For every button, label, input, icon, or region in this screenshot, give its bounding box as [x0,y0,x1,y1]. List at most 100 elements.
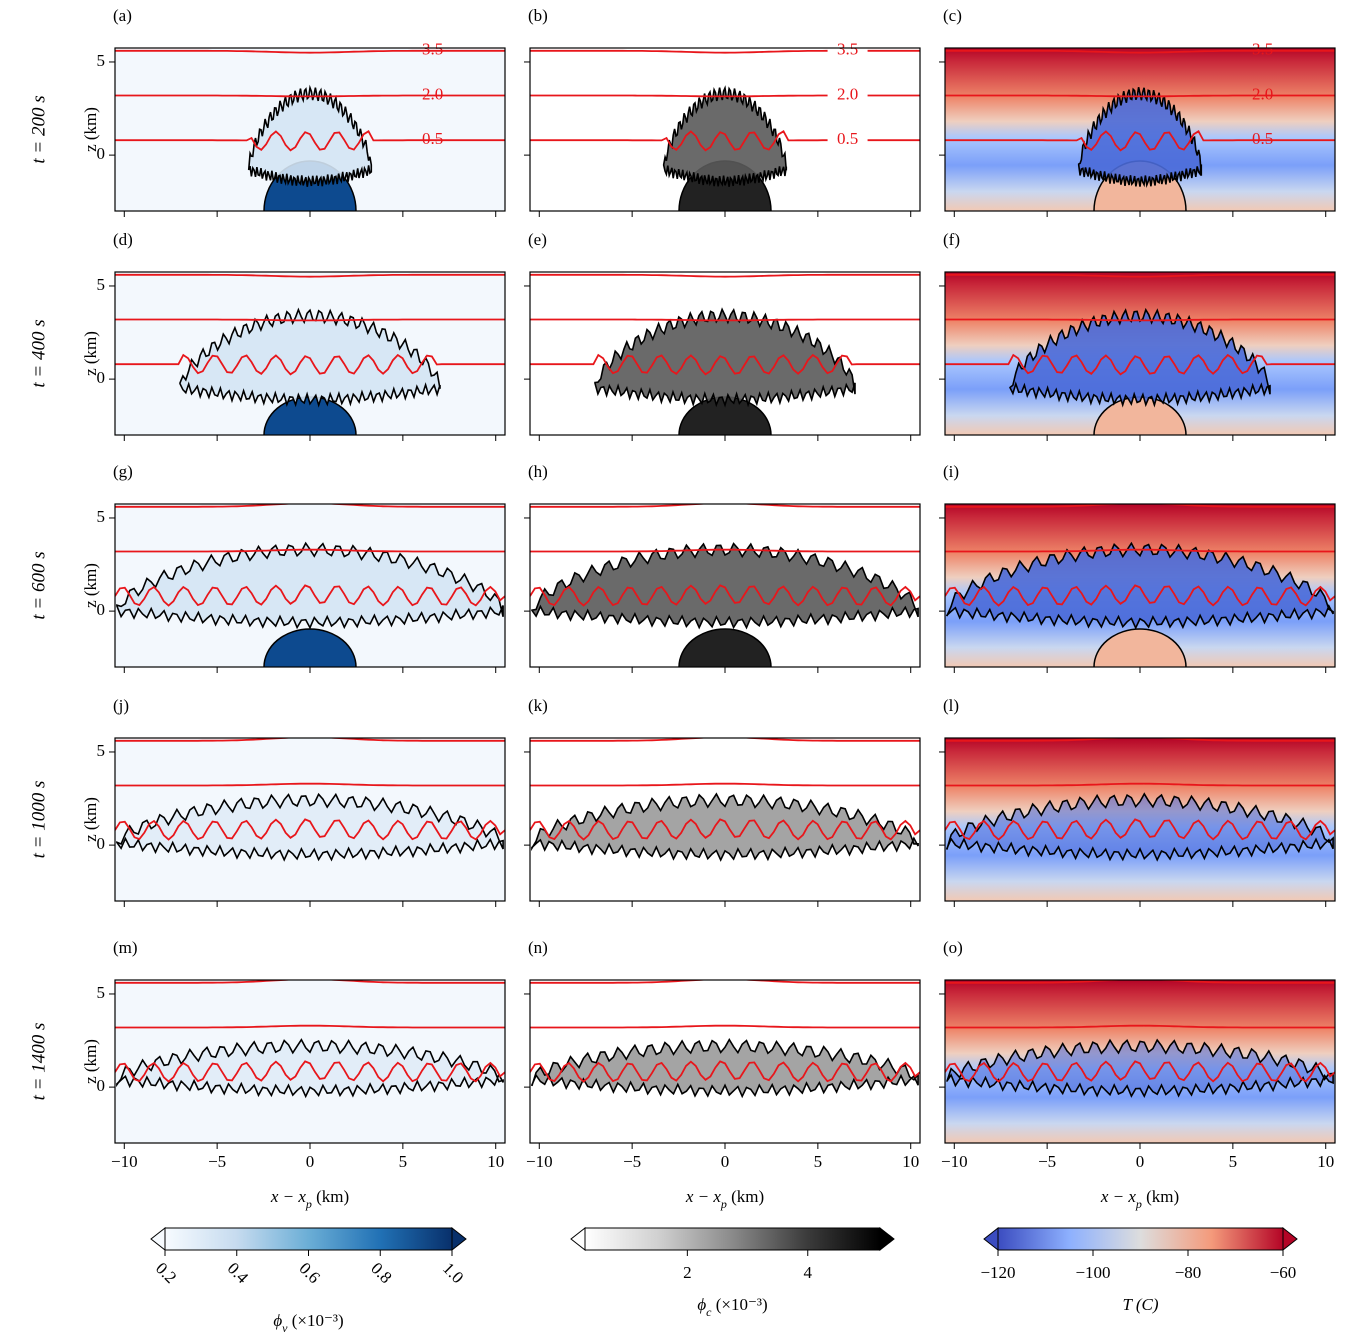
contour-line [945,130,1335,152]
colorbar-label-part: c [706,1305,712,1319]
panel-label: (c) [943,6,962,25]
x-tick-label: −5 [208,1152,226,1171]
contour-line [115,782,505,787]
colorbar-tick-label: 4 [804,1263,813,1282]
cloud-field [946,792,1334,862]
panel-label: (i) [943,462,959,481]
contour-line [945,584,1335,607]
y-axis-label: z (km) [81,797,100,842]
y-tick-label: 0 [97,600,106,619]
x-axis-label-part: x − x [1100,1187,1137,1206]
contour-line [115,504,505,508]
panel [530,980,920,1143]
contour-line [115,318,505,322]
contour-line [530,782,920,787]
colorbar-label: ϕc (×10⁻³) [697,1295,767,1319]
x-tick-label: 10 [1317,1152,1334,1171]
y-axis-label: z (km) [81,331,100,376]
colorbar-tick-label: −120 [980,1263,1015,1282]
contour-line [945,273,1335,278]
contour-line [945,353,1335,376]
cloud-field [594,307,856,408]
contour-label: 2.0 [1252,84,1273,103]
y-tick-label: 5 [97,275,106,294]
panel [115,272,505,435]
y-tick-label: 0 [97,834,106,853]
contour-line [945,980,1335,984]
y-tick-label: 5 [97,741,106,760]
colorbar-tick-label: 0.8 [367,1259,395,1287]
panel-label: (n) [528,938,548,957]
colorbar-tick-label: 0.4 [224,1259,253,1288]
panel [530,738,920,901]
panel [115,504,505,667]
panel [945,738,1335,901]
cloud-field [116,541,504,630]
x-axis-label: x − xp (km) [1100,1187,1179,1211]
x-axis-label: x − xp (km) [685,1187,764,1211]
colorbar-tick-label: −80 [1175,1263,1202,1282]
panel-label: (m) [113,938,138,957]
cloud-field [116,792,504,862]
cloud-field [531,542,919,630]
colorbar-tick-label: 2 [683,1263,692,1282]
panel-label: (a) [113,6,132,25]
x-tick-label: 10 [902,1152,919,1171]
contour-line [945,818,1335,841]
cloud-field [946,541,1334,630]
contour-line [115,980,505,984]
panel [945,48,1335,211]
panel [115,738,505,901]
panel-label: (f) [943,230,960,249]
panel-label: (l) [943,696,959,715]
contour-line [115,738,505,742]
panel-label: (j) [113,696,129,715]
contour-label-bg [827,86,868,105]
contour-line [945,782,1335,787]
contour-line [530,504,920,508]
contour-line [945,94,1335,98]
x-axis-label-part: (km) [727,1187,764,1206]
y-axis-label: z (km) [81,563,100,608]
colorbar-tick-label: 0.6 [295,1259,323,1287]
contour-line [530,738,920,742]
panel-label: (e) [528,230,547,249]
cloud-field [531,1038,919,1099]
x-tick-label: 5 [814,1152,823,1171]
colorbar [164,1227,453,1251]
panel [530,48,920,211]
panel [945,980,1335,1143]
x-axis-label-part: (km) [1142,1187,1179,1206]
contour-line [115,1024,505,1029]
contour-line [115,49,505,54]
panel [945,272,1335,435]
contour-line [115,94,505,98]
contour-line [530,273,920,278]
panel-label: (h) [528,462,548,481]
y-tick-label: 0 [97,144,106,163]
panel [115,48,505,211]
contour-label: 3.5 [422,40,443,59]
contour-line [530,548,920,553]
contour-line [115,818,505,841]
cloud-field [116,1038,504,1099]
colorbar-tick-label: 0.2 [152,1259,180,1287]
panel [945,504,1335,667]
contour-line [115,584,505,607]
contour-line [530,818,920,841]
field-core [1093,628,1187,667]
contour-line [530,1060,920,1083]
contour-line [945,504,1335,508]
y-tick-label: 5 [97,51,106,70]
contour-label: 3.5 [837,40,858,59]
colorbar [584,1227,881,1251]
y-tick-label: 0 [97,368,106,387]
contour-label: 0.5 [837,129,858,148]
contour-line [115,353,505,376]
contour-label-bg [827,48,868,60]
contour-line [945,548,1335,553]
colorbar-tick-label: −100 [1075,1263,1110,1282]
contour-label: 2.0 [422,84,443,103]
row-label: t = 600 s [28,551,49,619]
